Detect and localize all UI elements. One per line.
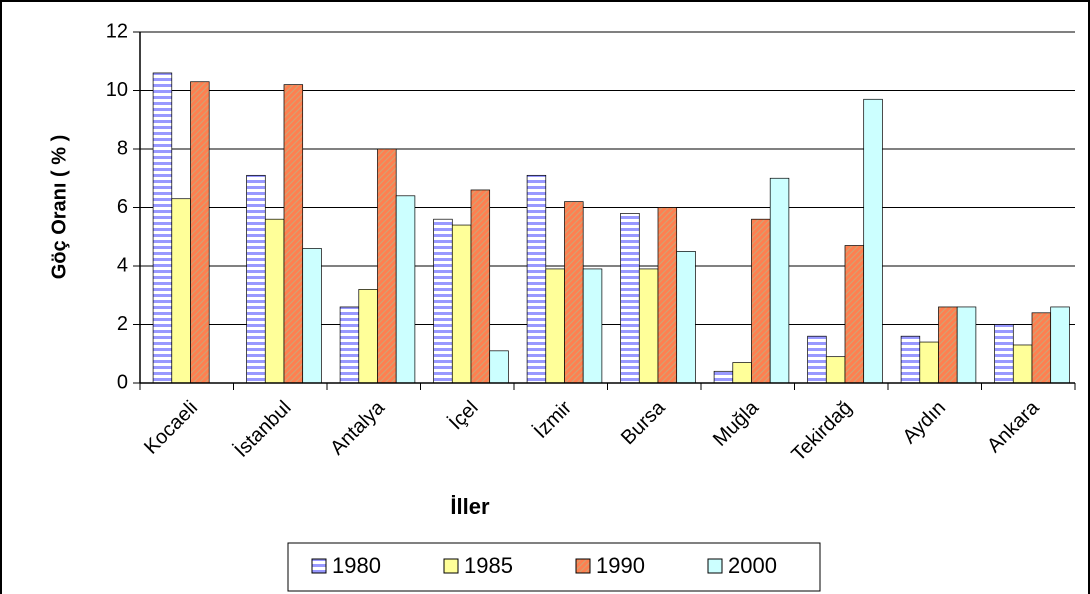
- bar: [246, 174, 266, 384]
- x-tick-label: İzmir: [529, 396, 576, 443]
- bar: [264, 218, 285, 384]
- y-axis-title: Göç Oranı ( % ): [48, 135, 70, 279]
- bar: [545, 268, 565, 384]
- x-tick-label: Kocaeli: [140, 397, 202, 459]
- y-tick-label: 12: [106, 20, 128, 42]
- bar: [1031, 312, 1052, 384]
- legend-label: 1985: [464, 553, 513, 578]
- bar: [470, 189, 491, 384]
- bar: [433, 218, 453, 384]
- bar: [451, 224, 472, 384]
- legend-swatch: [311, 558, 327, 574]
- legend-swatch: [575, 558, 591, 574]
- bar: [657, 207, 678, 384]
- x-tick-label: İçel: [444, 396, 482, 434]
- legend-label: 1980: [332, 553, 381, 578]
- bar: [377, 148, 397, 384]
- bar: [994, 324, 1014, 384]
- y-tick-label: 6: [117, 196, 128, 218]
- bar: [713, 370, 734, 384]
- x-tick-label: Tekirdağ: [787, 397, 856, 466]
- x-tick-label: İstanbul: [230, 396, 296, 462]
- legend-swatch: [443, 558, 459, 574]
- bar: [825, 356, 846, 384]
- bar: [564, 201, 584, 384]
- x-tick-label: Muğla: [709, 396, 764, 451]
- bar: [919, 341, 939, 384]
- bar: [358, 289, 378, 384]
- bar: [620, 213, 640, 384]
- y-tick-label: 10: [106, 79, 128, 101]
- bar: [283, 84, 304, 384]
- bar: [638, 268, 659, 384]
- bar: [956, 306, 977, 384]
- y-tick-label: 0: [117, 371, 128, 393]
- bar: [732, 362, 752, 384]
- bar: [863, 98, 883, 384]
- x-tick-label: Bursa: [617, 396, 670, 449]
- x-axis-title: İller: [450, 494, 490, 519]
- bar: [489, 350, 509, 384]
- bar: [152, 72, 173, 384]
- x-tick-label: Ankara: [983, 396, 1044, 457]
- bar: [1050, 306, 1070, 384]
- bar: [526, 174, 547, 384]
- bar: [190, 81, 210, 384]
- bar: [171, 198, 191, 384]
- legend-swatch: [707, 558, 723, 574]
- y-tick-label: 8: [117, 137, 128, 159]
- bar: [938, 306, 958, 384]
- y-tick-label: 4: [117, 254, 128, 276]
- bar: [395, 195, 416, 384]
- bar: [676, 251, 696, 384]
- bar: [339, 306, 360, 384]
- x-tick-label: Aydın: [899, 397, 950, 448]
- legend-label: 1990: [596, 553, 645, 578]
- bar: [769, 177, 790, 384]
- bar: [751, 218, 771, 384]
- legend-label: 2000: [728, 553, 777, 578]
- bar: [302, 248, 322, 384]
- bar: [844, 245, 865, 384]
- bar: [807, 335, 827, 384]
- bar: [582, 268, 603, 384]
- bar: [900, 335, 921, 384]
- bar: [1012, 344, 1033, 384]
- legend-box: [287, 542, 821, 592]
- y-tick-label: 2: [117, 313, 128, 335]
- x-tick-label: Antalya: [326, 396, 389, 459]
